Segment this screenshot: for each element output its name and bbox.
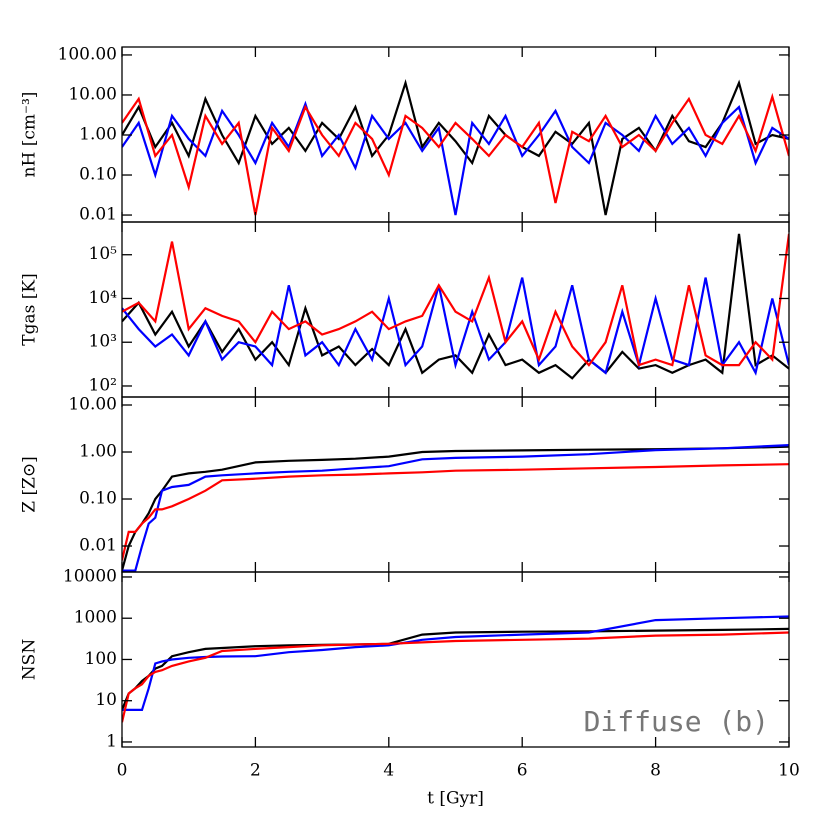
y-tick-label: 100.00 [58, 44, 117, 64]
y-tick-label: 1 [106, 731, 117, 751]
y-tick-label: 0.01 [79, 536, 117, 556]
y-tick-label: 1.00 [79, 124, 117, 144]
y-tick-label: 0.10 [79, 165, 117, 185]
y-axis-label: Z [Z⊙] [20, 456, 40, 513]
series-line [122, 277, 789, 376]
annotation: Diffuse (b) [584, 705, 769, 738]
y-axis-label: NSN [20, 639, 40, 681]
series-line [122, 463, 789, 561]
series-line [122, 100, 789, 216]
series-line [122, 631, 789, 723]
y-tick-label: 10³ [89, 332, 117, 352]
plot-frame [121, 396, 790, 573]
y-tick-label: 10.00 [68, 395, 117, 415]
y-tick-label: 1.00 [79, 442, 117, 462]
y-axis-label: nH [cm⁻³] [20, 92, 40, 178]
series-line [122, 233, 789, 380]
y-tick-label: 0.10 [79, 489, 117, 509]
y-tick-label: 10 [95, 690, 117, 710]
x-tick-label: 4 [383, 761, 394, 781]
series-line [122, 445, 789, 571]
series-line [122, 78, 789, 216]
y-tick-label: 10⁵ [89, 244, 118, 264]
y-axis-label: Tgas [K] [20, 273, 40, 345]
y-tick-label: 10⁴ [89, 288, 118, 308]
series-line [122, 233, 789, 367]
x-axis-label: t [Gyr] [427, 789, 484, 809]
y-tick-label: 10000 [63, 566, 117, 586]
series-line [122, 615, 789, 711]
series-line [122, 444, 789, 572]
y-tick-label: 1000 [74, 608, 117, 628]
series-line [122, 92, 789, 216]
x-tick-label: 8 [650, 761, 661, 781]
y-tick-label: 0.01 [79, 205, 117, 225]
y-tick-label: 10.00 [68, 84, 117, 104]
y-tick-label: 100 [85, 649, 117, 669]
x-tick-label: 2 [250, 761, 261, 781]
x-tick-label: 10 [778, 761, 800, 781]
x-tick-label: 0 [117, 761, 128, 781]
plot-frame [121, 221, 790, 398]
x-tick-label: 6 [517, 761, 528, 781]
y-tick-label: 10² [89, 375, 117, 395]
